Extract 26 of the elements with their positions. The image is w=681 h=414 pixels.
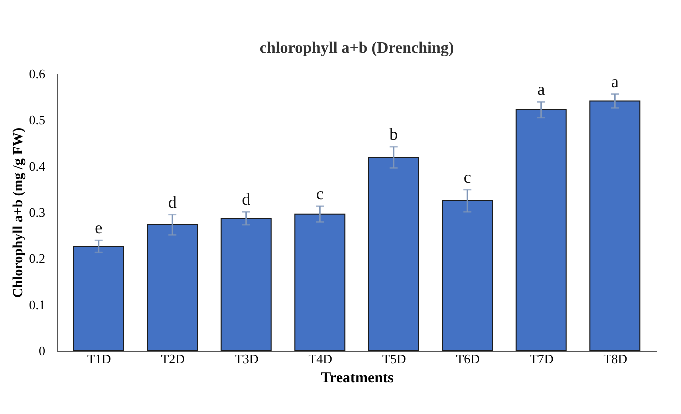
annotation: c: [464, 168, 472, 187]
y-tick-label: 0.6: [29, 66, 46, 82]
x-tick-label: T7D: [530, 352, 554, 366]
x-tick-label: T2D: [161, 352, 186, 366]
x-tick-label: T8D: [604, 352, 628, 366]
annotation: a: [538, 80, 546, 100]
x-tick-label: T5D: [382, 352, 406, 366]
y-axis-title: Chlorophyll a+b (mg /g FW): [11, 128, 26, 298]
x-tick-label: T1D: [87, 352, 112, 366]
y-tick-label: 0.1: [29, 297, 46, 312]
chart-title: chlorophyll a+b (Drenching): [260, 40, 454, 57]
x-tick-label: T4D: [308, 352, 333, 366]
annotation: c: [316, 184, 324, 204]
y-tick-label: 0.4: [29, 158, 46, 174]
y-tick-label: 0.5: [29, 112, 46, 128]
annotation: e: [95, 218, 103, 238]
x-tick-label: T6D: [456, 352, 480, 366]
annotation: d: [168, 192, 178, 212]
y-tick-label: 0: [39, 344, 46, 358]
annotation: a: [611, 72, 620, 92]
annotation: d: [242, 190, 252, 210]
x-tick-label: T3D: [234, 352, 259, 366]
y-tick-label: 0.3: [29, 205, 46, 220]
annotation: b: [390, 124, 398, 144]
x-axis-title: Treatments: [321, 370, 394, 386]
y-tick-label: 0.2: [29, 251, 46, 266]
